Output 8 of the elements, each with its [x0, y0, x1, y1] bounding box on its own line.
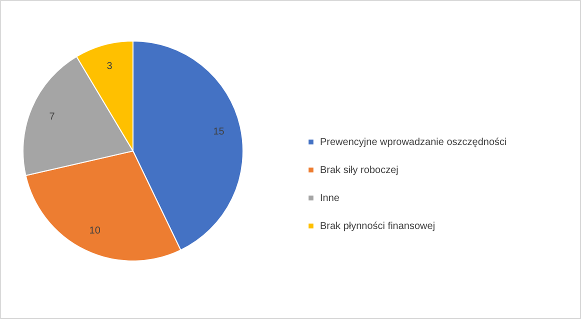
legend-label: Inne: [320, 193, 340, 204]
legend-label: Prewencyjne wprowadzanie oszczędności: [320, 137, 507, 148]
data-label: 15: [213, 126, 225, 138]
legend-label: Brak płynności finansowej: [320, 221, 436, 232]
data-label: 3: [106, 61, 113, 72]
legend-label: Brak siły roboczej: [320, 165, 398, 176]
data-label: 7: [49, 111, 56, 122]
data-label: 10: [89, 225, 101, 236]
